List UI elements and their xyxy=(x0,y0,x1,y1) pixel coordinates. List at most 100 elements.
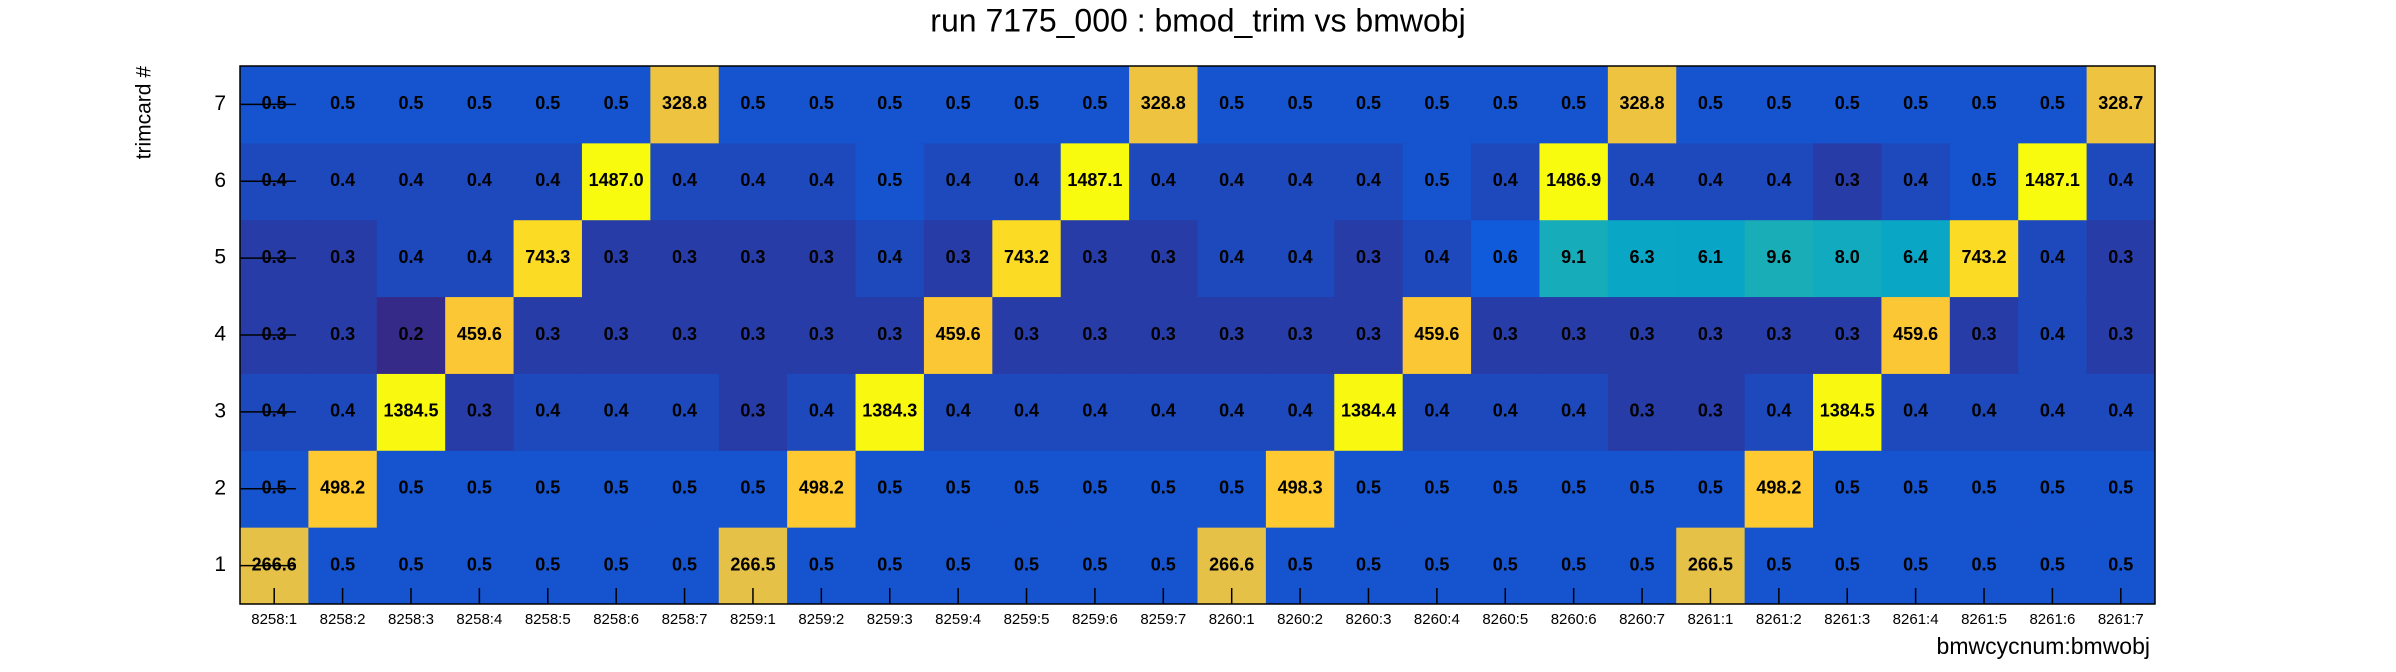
cell-label: 0.4 xyxy=(1493,170,1518,190)
heatmap-cell xyxy=(1539,219,1609,298)
heatmap-cell xyxy=(650,296,720,374)
heatmap-cell xyxy=(2018,373,2088,451)
heatmap-cell xyxy=(376,450,446,528)
cell-label: 0.5 xyxy=(1219,477,1244,497)
cell-label: 0.4 xyxy=(672,401,697,421)
cell-label: 0.5 xyxy=(467,554,492,574)
cell-label: 0.5 xyxy=(1424,170,1449,190)
heatmap-cell xyxy=(1607,296,1677,374)
heatmap-cell xyxy=(923,142,993,221)
heatmap-cell xyxy=(787,296,857,374)
x-tick-label: 8258:4 xyxy=(456,611,502,628)
heatmap-cell xyxy=(308,450,378,528)
cell-label: 743.2 xyxy=(1004,247,1049,267)
heatmap-cell xyxy=(992,296,1062,374)
heatmap-cell xyxy=(787,450,857,528)
heatmap-cell xyxy=(1881,296,1951,374)
cell-label: 0.4 xyxy=(1424,247,1449,267)
cell-label: 0.3 xyxy=(330,247,355,267)
cell-label: 0.5 xyxy=(809,554,834,574)
cell-label: 0.4 xyxy=(2040,401,2065,421)
cell-label: 0.3 xyxy=(740,401,765,421)
cell-label: 0.4 xyxy=(1766,170,1791,190)
cell-label: 0.5 xyxy=(604,477,629,497)
heatmap-cell xyxy=(1129,373,1198,451)
cell-label: 266.6 xyxy=(1209,554,1254,574)
cell-label: 0.5 xyxy=(330,93,355,113)
cell-label: 0.5 xyxy=(1835,554,1860,574)
cell-label: 0.5 xyxy=(1082,93,1107,113)
x-tick-label: 8259:4 xyxy=(935,611,981,628)
heatmap-cell xyxy=(787,142,857,221)
heatmap-cell xyxy=(992,219,1062,298)
cell-label: 0.3 xyxy=(877,324,902,344)
heatmap-cell xyxy=(513,219,583,298)
heatmap-cell xyxy=(1471,219,1540,298)
heatmap-cell xyxy=(581,450,651,528)
cell-label: 0.4 xyxy=(809,170,834,190)
y-axis-title: trimcard # xyxy=(133,66,156,160)
cell-label: 0.5 xyxy=(2108,554,2133,574)
cell-label: 0.5 xyxy=(1014,477,1039,497)
cell-label: 0.4 xyxy=(1561,401,1586,421)
x-tick-label: 8258:1 xyxy=(251,611,297,628)
x-tick-label: 8258:6 xyxy=(593,611,639,628)
cell-label: 0.4 xyxy=(1288,401,1313,421)
heatmap-cell xyxy=(1744,219,1814,298)
heatmap-cell xyxy=(1334,296,1404,374)
cell-label: 0.4 xyxy=(1151,170,1176,190)
heatmap-cell xyxy=(650,66,720,144)
y-tick-label: 2 xyxy=(214,476,226,499)
cell-label: 0.4 xyxy=(1219,401,1244,421)
cell-label: 0.3 xyxy=(2108,324,2133,344)
heatmap-cell xyxy=(718,373,788,451)
heatmap-cell xyxy=(1471,296,1540,374)
cell-label: 0.3 xyxy=(604,324,629,344)
cell-label: 0.3 xyxy=(1835,324,1860,344)
heatmap-cell xyxy=(1813,296,1882,374)
x-tick-label: 8259:6 xyxy=(1072,611,1118,628)
cell-label: 0.4 xyxy=(946,401,971,421)
cell-label: 0.5 xyxy=(1630,477,1655,497)
cell-label: 0.5 xyxy=(1356,93,1381,113)
cell-label: 0.4 xyxy=(398,247,423,267)
heatmap-cell xyxy=(1744,142,1814,221)
cell-label: 0.3 xyxy=(1698,401,1723,421)
heatmap-cell xyxy=(1607,373,1677,451)
heatmap-cell xyxy=(513,450,583,528)
x-axis-title: bmwcycnum:bmwobj xyxy=(1937,633,2150,659)
cell-label: 8.0 xyxy=(1835,247,1860,267)
heatmap-cell xyxy=(1129,296,1198,374)
cell-label: 498.2 xyxy=(1756,477,1801,497)
heatmap-cell xyxy=(650,373,720,451)
heatmap-cell xyxy=(1265,296,1335,374)
heatmap-cell xyxy=(1197,219,1267,298)
heatmap-cell xyxy=(1471,373,1540,451)
heatmap-cell xyxy=(445,66,515,144)
heatmap-cell xyxy=(1607,142,1677,221)
cell-label: 0.5 xyxy=(2040,93,2065,113)
y-tick-label: 5 xyxy=(214,246,226,269)
x-tick-label: 8259:7 xyxy=(1140,611,1186,628)
heatmap-cell xyxy=(718,296,788,374)
heatmap-cell xyxy=(581,373,651,451)
heatmap-cell xyxy=(1607,219,1677,298)
cell-label: 0.3 xyxy=(1630,401,1655,421)
cell-label: 0.4 xyxy=(398,170,423,190)
heatmap-cell xyxy=(1539,373,1609,451)
heatmap-cell xyxy=(581,66,651,144)
cell-label: 0.4 xyxy=(1219,247,1244,267)
cell-label: 0.4 xyxy=(467,170,492,190)
cell-label: 0.5 xyxy=(1424,554,1449,574)
cell-label: 0.5 xyxy=(1972,93,1997,113)
heatmap-cell xyxy=(513,142,583,221)
cell-label: 0.3 xyxy=(1561,324,1586,344)
y-tick-label: 6 xyxy=(214,169,226,192)
heatmap-cell xyxy=(855,142,925,221)
cell-label: 498.2 xyxy=(320,477,365,497)
heatmap-cell xyxy=(2018,450,2088,528)
x-tick-label: 8260:1 xyxy=(1209,611,1255,628)
cell-label: 0.4 xyxy=(1219,170,1244,190)
cell-label: 0.4 xyxy=(2040,247,2065,267)
heatmap-cell xyxy=(1949,66,2019,144)
